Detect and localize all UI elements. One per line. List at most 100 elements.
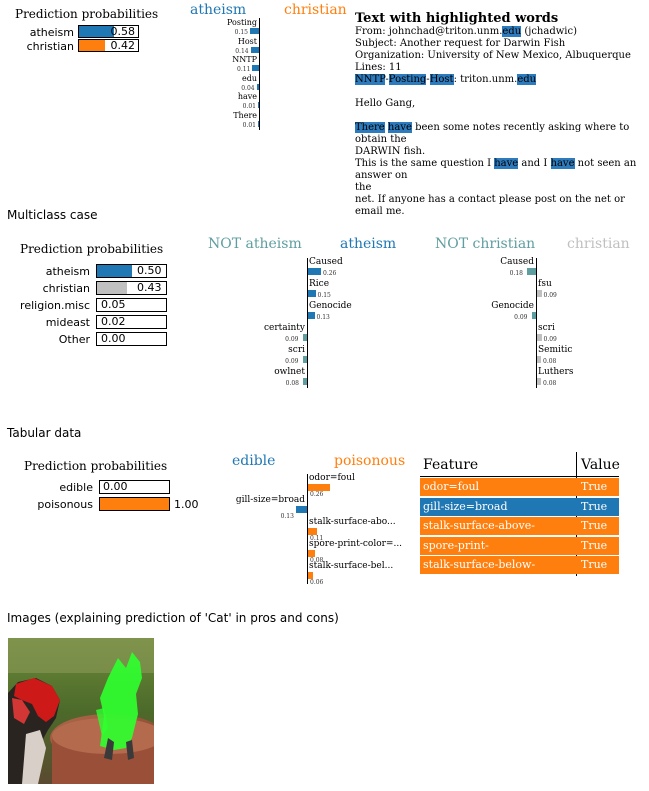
weight-bar [308,572,314,579]
weight-bar [308,528,318,535]
feature-name: owlnet [274,367,305,377]
weight-value: 0.13 [316,314,330,321]
prob-label: Other [58,333,90,346]
feature-name: Semitic [538,345,573,355]
weight-value: 0.01 [242,103,256,110]
section-title-images: Images (explaining prediction of 'Cat' i… [7,611,339,625]
weight-bar [250,28,259,34]
highlight-word: Host [429,74,454,85]
feature-name: stalk-surface-bel... [309,561,394,571]
weight-value: 0.13 [280,513,294,520]
prob-value: 0.50 [137,264,162,277]
prob-bar-edible: 0.00 [99,480,170,494]
chart-axis [259,18,260,130]
weight-bar [302,334,307,341]
table-cell-feature: odor=foul [423,480,480,493]
feature-name: There [233,110,257,120]
table-cell-feature: stalk-surface-above-ring=silky [423,519,535,550]
feature-name: certainty [263,323,305,333]
table-row: stalk-surface-below-ring=silky True [420,556,619,589]
prob-bar: 0.00 [96,332,167,346]
table-cell-value: True [581,480,608,493]
weight-bar [252,65,259,71]
highlight-word: edu [502,26,522,37]
table-row: gill-size=broad True [420,497,619,516]
weight-bar [295,506,307,513]
weight-value: 0.26 [323,270,337,277]
highlight-word: edu [517,74,537,85]
weight-bar [258,120,259,127]
weight-value: 0.09 [543,336,557,343]
prob-bar-atheism: 0.58 [78,25,139,38]
prob-label: christian [42,282,90,295]
prob-label: religion.misc [20,299,90,312]
prob-value: 0.00 [103,480,128,493]
weight-value: 0.11 [237,66,251,73]
prob-bar: 0.50 [96,264,167,278]
feature-name: Genocide [309,301,352,311]
weight-bar [308,484,331,491]
class-header-christian: christian [284,2,347,18]
table-cell-feature: gill-size=broad [423,499,508,513]
weight-bar [308,550,315,557]
prob-value: 0.02 [101,315,126,328]
table-cell-feature: stalk-surface-below-ring=silky [423,558,536,589]
prob-label-christian: christian [26,40,74,53]
weight-value: 0.01 [242,121,256,129]
class-header-christian: christian [567,236,630,252]
weight-value: 0.11 [310,535,324,542]
weight-bar [531,312,536,319]
table-cell-value: True [581,499,608,513]
table-divider [420,476,619,477]
class-header-atheism: atheism [340,236,397,252]
chart-axis-right [536,258,537,388]
weight-value: 0.26 [310,491,324,498]
weight-bar [303,378,307,385]
weight-bar [308,290,316,297]
weight-value: 0.09 [514,314,528,321]
feature-name: Caused [500,257,534,267]
table-header-feature: Feature [423,457,479,473]
weight-value: 0.08 [285,380,299,387]
feature-name: Posting [226,18,257,27]
pp-title: Prediction probabilities [15,7,159,21]
cat-dog-photo-image [8,638,166,784]
feature-name: Genocide [491,301,534,311]
table-cell-value: True [581,558,608,571]
weight-value: 0.08 [543,358,557,365]
explained-image [8,638,166,784]
weight-bar [256,83,259,90]
weight-bar [537,378,541,385]
highlight-word: have [387,122,412,133]
prob-label-edible: edible [59,481,93,494]
prob-value: 0.42 [110,39,136,52]
weight-bar [527,268,536,275]
prob-bar: 0.05 [96,298,167,312]
feature-name: gill-size=broad [235,495,305,505]
weight-value: 0.14 [235,47,249,55]
weight-bar [537,334,542,341]
table-row: stalk-surface-above-ring=silky True [420,517,619,550]
highlight-word: Posting [388,74,427,85]
weight-value: 0.09 [285,358,299,365]
prob-value: 0.05 [101,298,126,311]
highlight-word: There [355,122,385,133]
prob-bar: 0.02 [96,315,167,329]
pp-title: Prediction probabilities [20,242,164,256]
feature-name: scri [288,345,305,355]
highlight-word: NNTP [355,74,386,85]
section-title-multiclass: Multiclass case [7,208,98,222]
feature-name: edu [241,73,257,83]
weight-bar [537,290,542,297]
prob-label: mideast [45,316,90,329]
weight-value: 0.09 [543,292,557,299]
chart-axis [307,474,308,584]
feature-name: Luthers [538,367,574,377]
weight-bar [302,356,307,363]
chart-axis-left [307,258,308,388]
weight-bar [537,356,541,363]
feature-name: scri [538,323,555,333]
feature-name: stalk-surface-abo... [309,517,396,527]
weight-value: 0.06 [310,579,324,586]
weight-value: 0.08 [310,557,324,564]
